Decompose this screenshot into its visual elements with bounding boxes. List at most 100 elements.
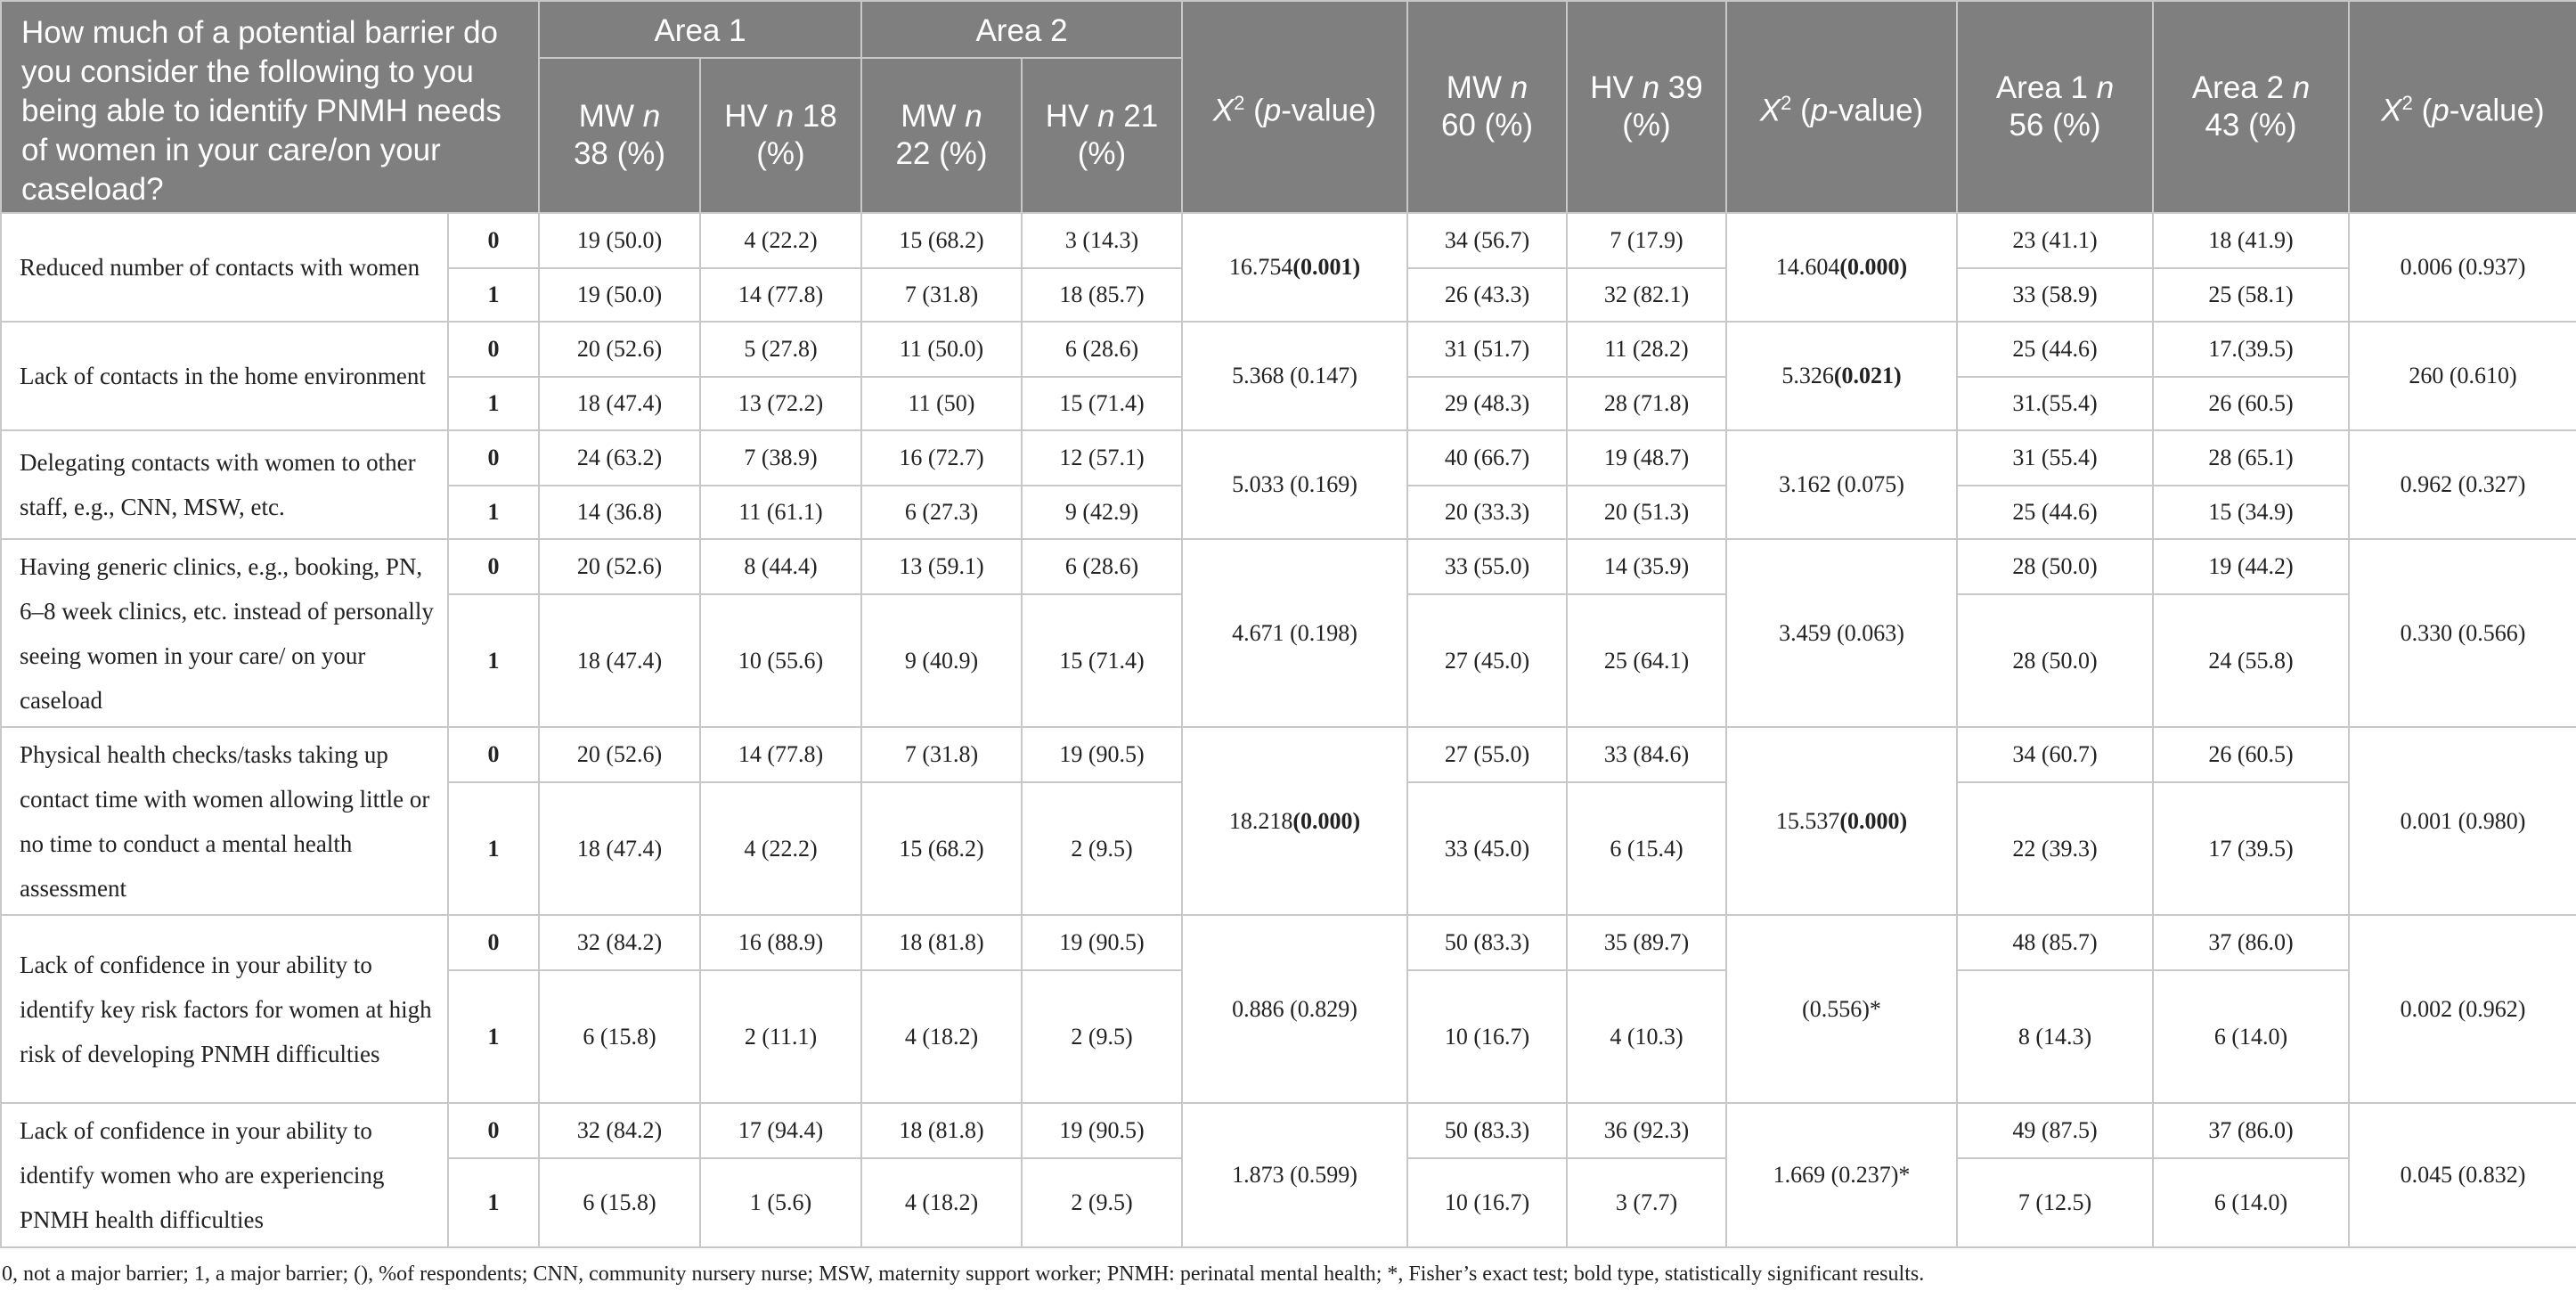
- cell-chi-square-3: 0.001 (0.980): [2348, 726, 2576, 916]
- cell-chi-square-3: 0.002 (0.962): [2348, 914, 2576, 1104]
- row-label: Delegating contacts with women to other …: [0, 429, 449, 540]
- row-label: Lack of contacts in the home environment: [0, 321, 449, 431]
- mw-all-header: MW n 60 (%): [1406, 0, 1568, 214]
- mw-area2-header: MW n 22 (%): [860, 56, 1023, 215]
- cell-chi-square-3: 260 (0.610): [2348, 321, 2576, 431]
- table-row: 1 14 (36.8) 11 (61.1) 6 (27.3) 9 (42.9) 20 (3…: [1, 485, 2576, 540]
- cell-mw-area1: 19 (50.0): [538, 212, 701, 269]
- cell-hv-area1: 10 (55.6): [699, 593, 862, 728]
- hv-all-header: HV n 39 (%): [1566, 0, 1727, 214]
- cell-hv-area2: 9 (42.9): [1021, 485, 1183, 540]
- cell-hv-area2: 2 (9.5): [1021, 781, 1183, 916]
- cell-mw-area2: 13 (59.1): [860, 538, 1023, 595]
- header-row-1: How much of a potential barrier do you c…: [0, 0, 2576, 214]
- cell-chi-square-2-stat: 14.604: [1775, 254, 1840, 280]
- cell-hv-total: 7 (17.9): [1566, 212, 1727, 269]
- cell-area1-total: 22 (39.3): [1956, 781, 2154, 916]
- area2-header: Area 2: [860, 0, 1183, 59]
- cell-hv-area2: 3 (14.3): [1021, 212, 1183, 269]
- cell-area2-total: 19 (44.2): [2152, 538, 2350, 595]
- cell-area2-total: 26 (60.5): [2152, 726, 2350, 783]
- cell-mw-area2: 6 (27.3): [860, 485, 1023, 540]
- cell-chi-square-2-stat: 1.669 (0.237)*: [1773, 1162, 1911, 1188]
- table-row: 1 18 (47.4) 4 (22.2) 15 (68.2) 2 (9.5) 33 (45…: [1, 781, 2576, 916]
- cell-hv-area1: 1 (5.6): [699, 1157, 862, 1248]
- area1-n-header: Area 1 n 56 (%): [1956, 0, 2154, 214]
- cell-area2-total: 6 (14.0): [2152, 969, 2350, 1104]
- cell-area2-total: 26 (60.5): [2152, 376, 2350, 431]
- cell-hv-area2: 12 (57.1): [1021, 429, 1183, 486]
- area2-n-header: Area 2 n 43 (%): [2152, 0, 2350, 214]
- cell-chi-square-2-pvalue: (0.000): [1839, 254, 1908, 280]
- barriers-table: How much of a potential barrier do you c…: [0, 0, 2576, 1248]
- cell-mw-total: 31 (51.7): [1406, 321, 1568, 378]
- cell-chi-square-1-stat: 0.886 (0.829): [1232, 995, 1357, 1022]
- cell-chi-square-2: (0.556)*: [1725, 914, 1958, 1104]
- cell-mw-area2: 7 (31.8): [860, 267, 1023, 323]
- mw-area1-header: MW n 38 (%): [538, 56, 701, 215]
- cell-mw-area2: 11 (50): [860, 376, 1023, 431]
- cell-area1-total: 49 (87.5): [1956, 1102, 2154, 1159]
- response-code: 0: [447, 212, 540, 269]
- cell-hv-area1: 11 (61.1): [699, 485, 862, 540]
- cell-mw-area2: 18 (81.8): [860, 914, 1023, 971]
- row-label: Physical health checks/tasks taking up c…: [0, 726, 449, 916]
- cell-chi-square-1: 5.368 (0.147): [1181, 321, 1408, 431]
- row-label: Having generic clinics, e.g., booking, P…: [0, 538, 449, 728]
- cell-hv-total: 36 (92.3): [1566, 1102, 1727, 1159]
- cell-chi-square-3: 0.006 (0.937): [2348, 212, 2576, 323]
- response-code: 0: [447, 726, 540, 783]
- cell-area1-total: 25 (44.6): [1956, 321, 2154, 378]
- cell-hv-area1: 4 (22.2): [699, 781, 862, 916]
- cell-hv-area1: 17 (94.4): [699, 1102, 862, 1159]
- cell-hv-total: 3 (7.7): [1566, 1157, 1727, 1248]
- cell-chi-square-2: 3.162 (0.075): [1725, 429, 1958, 540]
- cell-hv-area2: 6 (28.6): [1021, 321, 1183, 378]
- cell-mw-area1: 6 (15.8): [538, 1157, 701, 1248]
- table-row: Physical health checks/tasks taking up c…: [0, 726, 2576, 916]
- cell-hv-total: 33 (84.6): [1566, 726, 1727, 783]
- cell-area1-total: 8 (14.3): [1956, 969, 2154, 1104]
- hv-area1-header: HV n 18 (%): [699, 56, 862, 215]
- response-code: 0: [447, 914, 540, 971]
- table-container: How much of a potential barrier do you c…: [0, 0, 2576, 1248]
- cell-hv-total: 32 (82.1): [1566, 267, 1727, 323]
- cell-area1-total: 34 (60.7): [1956, 726, 2154, 783]
- cell-mw-total: 50 (83.3): [1406, 914, 1568, 971]
- response-code: 1: [447, 781, 540, 916]
- row-label: Lack of confidence in your ability to id…: [0, 914, 449, 1104]
- cell-mw-area2: 11 (50.0): [860, 321, 1023, 378]
- cell-area1-total: 31.(55.4): [1956, 376, 2154, 431]
- cell-mw-area1: 24 (63.2): [538, 429, 701, 486]
- cell-chi-square-2: 3.459 (0.063): [1725, 538, 1958, 728]
- chi-square-header-1: X2 (p-value): [1181, 0, 1408, 214]
- cell-mw-total: 34 (56.7): [1406, 212, 1568, 269]
- chi-square-header-3: X2 (p-value): [2348, 0, 2576, 214]
- cell-area1-total: 48 (85.7): [1956, 914, 2154, 971]
- cell-hv-area1: 13 (72.2): [699, 376, 862, 431]
- cell-chi-square-1: 16.754(0.001): [1181, 212, 1408, 323]
- cell-hv-total: 20 (51.3): [1566, 485, 1727, 540]
- cell-chi-square-1-stat: 1.873 (0.599): [1232, 1162, 1357, 1188]
- response-code: 0: [447, 1102, 540, 1159]
- cell-area2-total: 37 (86.0): [2152, 1102, 2350, 1159]
- cell-mw-area1: 20 (52.6): [538, 321, 701, 378]
- cell-area2-total: 15 (34.9): [2152, 485, 2350, 540]
- cell-chi-square-1-stat: 16.754: [1228, 254, 1293, 280]
- cell-hv-total: 14 (35.9): [1566, 538, 1727, 595]
- cell-mw-area2: 7 (31.8): [860, 726, 1023, 783]
- response-code: 0: [447, 538, 540, 595]
- footnote: 0, not a major barrier; 1, a major barri…: [2, 1262, 1925, 1286]
- cell-chi-square-1-pvalue: (0.001): [1292, 254, 1361, 280]
- cell-area1-total: 25 (44.6): [1956, 485, 2154, 540]
- cell-hv-total: 11 (28.2): [1566, 321, 1727, 378]
- cell-mw-area1: 18 (47.4): [538, 376, 701, 431]
- cell-chi-square-2-stat: (0.556)*: [1802, 995, 1881, 1022]
- cell-chi-square-2-stat: 5.326: [1781, 363, 1834, 388]
- cell-area2-total: 24 (55.8): [2152, 593, 2350, 728]
- cell-hv-area2: 19 (90.5): [1021, 1102, 1183, 1159]
- cell-area2-total: 37 (86.0): [2152, 914, 2350, 971]
- cell-mw-total: 10 (16.7): [1406, 1157, 1568, 1248]
- cell-mw-total: 27 (55.0): [1406, 726, 1568, 783]
- table-row: 1 18 (47.4) 10 (55.6) 9 (40.9) 15 (71.4) 27 (…: [1, 593, 2576, 728]
